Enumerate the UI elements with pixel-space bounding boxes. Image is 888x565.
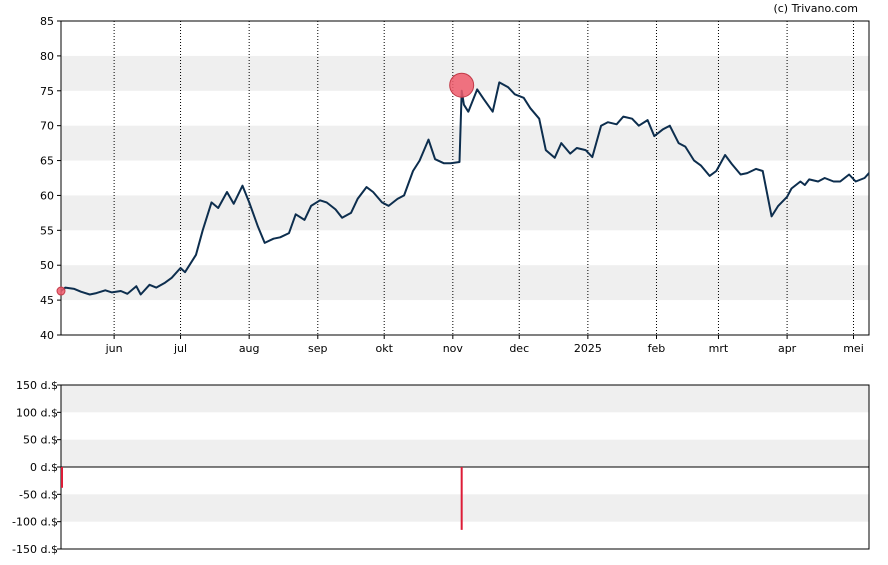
y-tick-label: 85 — [40, 15, 54, 28]
price-band — [61, 125, 869, 161]
event-marker — [449, 72, 475, 98]
x-tick-label: apr — [778, 342, 797, 355]
flow-y-tick-label: 0 d.$ — [30, 461, 58, 474]
flow-band — [61, 439, 869, 467]
x-tick-label: okt — [375, 342, 393, 355]
x-tick-label: 2025 — [574, 342, 602, 355]
x-tick-label: feb — [648, 342, 666, 355]
price-frame — [60, 20, 870, 336]
flow-y-tick-label: -50 d.$ — [19, 488, 58, 501]
y-tick-label: 60 — [40, 189, 54, 202]
x-tick-label: mei — [843, 342, 864, 355]
x-tick-label: mrt — [709, 342, 729, 355]
flow-y-tick-label: -100 d.$ — [12, 516, 58, 529]
x-tick-label: dec — [509, 342, 529, 355]
x-tick-label: aug — [239, 342, 260, 355]
event-marker — [56, 286, 66, 296]
y-tick-label: 80 — [40, 50, 54, 63]
price-band — [61, 265, 869, 301]
price-panel: 40 45 50 55 60 65 70 75 80 85 jun jul aug sep okt nov de… — [40, 15, 870, 355]
x-tick-label: sep — [308, 342, 327, 355]
x-tick-label: nov — [443, 342, 464, 355]
price-line — [60, 81, 870, 296]
flow-band — [61, 385, 869, 413]
flow-y-tick-label: 150 d.$ — [16, 379, 58, 392]
credit-text: (c) Trivano.com — [773, 2, 858, 15]
y-tick-label: 45 — [40, 294, 54, 307]
price-band — [61, 195, 869, 231]
flow-bar — [460, 467, 463, 530]
flow-band — [61, 494, 869, 522]
x-tick-label: jun — [105, 342, 123, 355]
flow-y-tick-label: 100 d.$ — [16, 406, 58, 419]
y-tick-label: 75 — [40, 85, 54, 98]
flow-bar — [61, 467, 63, 488]
y-tick-label: 40 — [40, 329, 54, 342]
flow-y-tick-label: 50 d.$ — [23, 434, 58, 447]
y-tick-label: 70 — [40, 120, 54, 133]
x-tick-label: jul — [173, 342, 187, 355]
flow-panel: 150 d.$ 100 d.$ 50 d.$ 0 d.$ -50 d.$ -100 d.$… — [12, 379, 870, 556]
y-tick-label: 55 — [40, 224, 54, 237]
y-tick-label: 65 — [40, 155, 54, 168]
y-tick-label: 50 — [40, 259, 54, 272]
flow-y-tick-label: -150 d.$ — [12, 543, 58, 556]
